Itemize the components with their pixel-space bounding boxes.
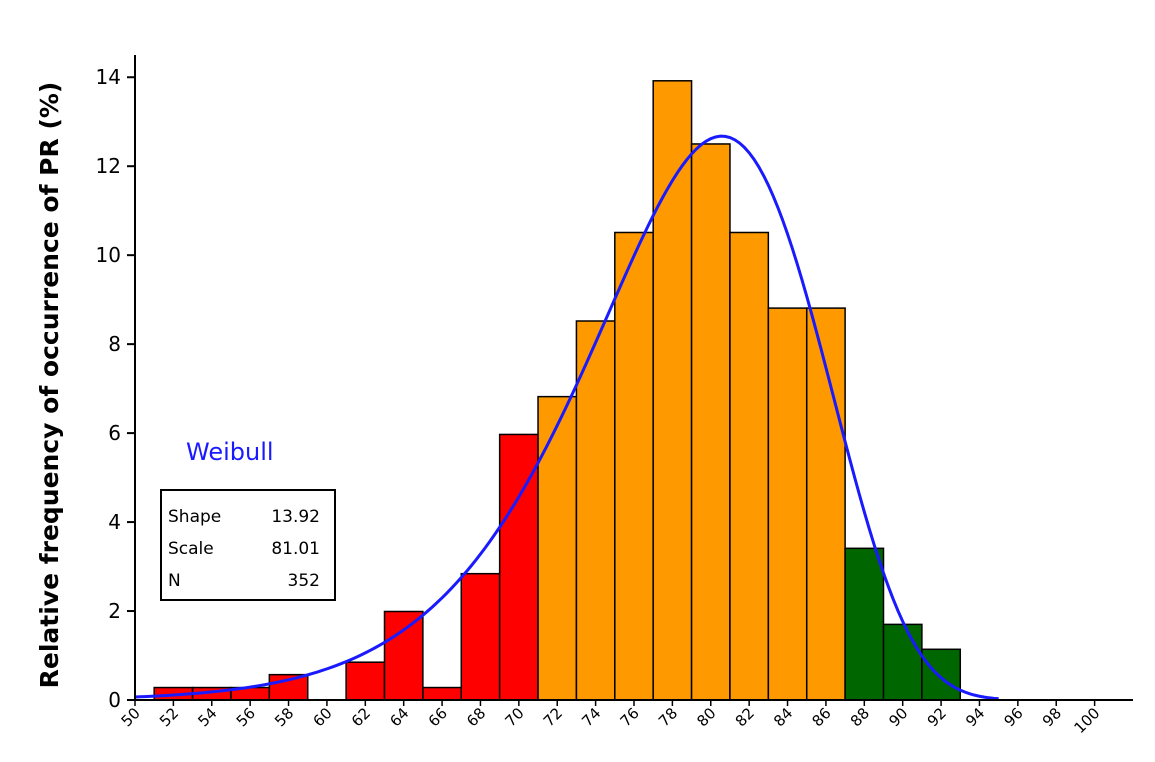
y-tick-label: 14: [96, 65, 121, 89]
x-tick-label: 52: [156, 704, 182, 730]
histogram-bar: [921, 648, 962, 701]
y-tick-label: 0: [108, 688, 121, 712]
x-tick-label: 62: [348, 704, 374, 730]
x-tick-label: 90: [885, 704, 911, 730]
x-tick-label: 50: [118, 704, 144, 730]
x-tick-label: 68: [463, 704, 489, 730]
x-tick-label: 86: [809, 704, 835, 730]
stats-shape-name: Shape: [168, 507, 221, 527]
x-tick-label: 78: [655, 704, 681, 730]
histogram-bar: [690, 143, 731, 701]
y-tick-label: 8: [108, 332, 121, 356]
stats-n-value: 352: [288, 571, 320, 591]
x-tick-label: 76: [617, 704, 643, 730]
x-tick-label: 64: [386, 704, 412, 730]
x-tick-label: 98: [1039, 704, 1065, 730]
histogram-bar: [652, 80, 693, 701]
y-axis-label: Relative frequency of occurrence of PR (…: [35, 82, 64, 689]
stats-box-border: [160, 489, 336, 601]
histogram-bar: [729, 231, 770, 701]
histogram-bar: [537, 395, 578, 701]
legend-weibull-label: Weibull: [186, 438, 274, 466]
x-tick-label: 100: [1070, 704, 1103, 737]
stats-scale-value: 81.01: [271, 539, 320, 559]
x-tick-label: 66: [425, 704, 451, 730]
histogram-bar: [383, 610, 424, 701]
y-tick-label: 6: [108, 421, 121, 445]
x-tick-label: 96: [1000, 704, 1026, 730]
weibull-curve: [134, 134, 999, 701]
histogram-bar: [575, 320, 616, 701]
histogram-bar: [767, 307, 808, 701]
stats-scale-name: Scale: [168, 539, 214, 559]
x-tick-label: 88: [847, 704, 873, 730]
x-tick-label: 56: [233, 704, 259, 730]
x-tick-label: 84: [770, 704, 796, 730]
y-tick-label: 12: [96, 154, 121, 178]
x-tick-label: 80: [693, 704, 719, 730]
y-tick-label: 10: [96, 243, 121, 267]
stats-shape-value: 13.92: [271, 507, 320, 527]
x-tick-label: 70: [501, 704, 527, 730]
x-tick-label: 58: [271, 704, 297, 730]
histogram-bar: [345, 661, 386, 701]
histogram-bar: [844, 547, 885, 701]
x-tick-label: 74: [578, 704, 604, 730]
curve-group: [134, 134, 999, 701]
x-tick-label: 92: [924, 704, 950, 730]
stats-n-name: N: [168, 571, 181, 591]
y-tick-label: 4: [108, 510, 121, 534]
bars-group: [153, 80, 962, 701]
histogram-bar: [422, 686, 463, 701]
histogram-bar: [460, 572, 501, 701]
x-tick-label: 94: [962, 704, 988, 730]
histogram-bar: [882, 623, 923, 701]
histogram-bar: [614, 231, 654, 701]
stats-box: Shape 13.92 Scale 81.01 N 352: [160, 489, 336, 601]
x-tick-label: 60: [310, 704, 336, 730]
x-tick-label: 54: [194, 704, 220, 730]
x-tick-label: 82: [732, 704, 758, 730]
y-tick-label: 2: [108, 599, 121, 623]
x-tick-label: 72: [540, 704, 566, 730]
